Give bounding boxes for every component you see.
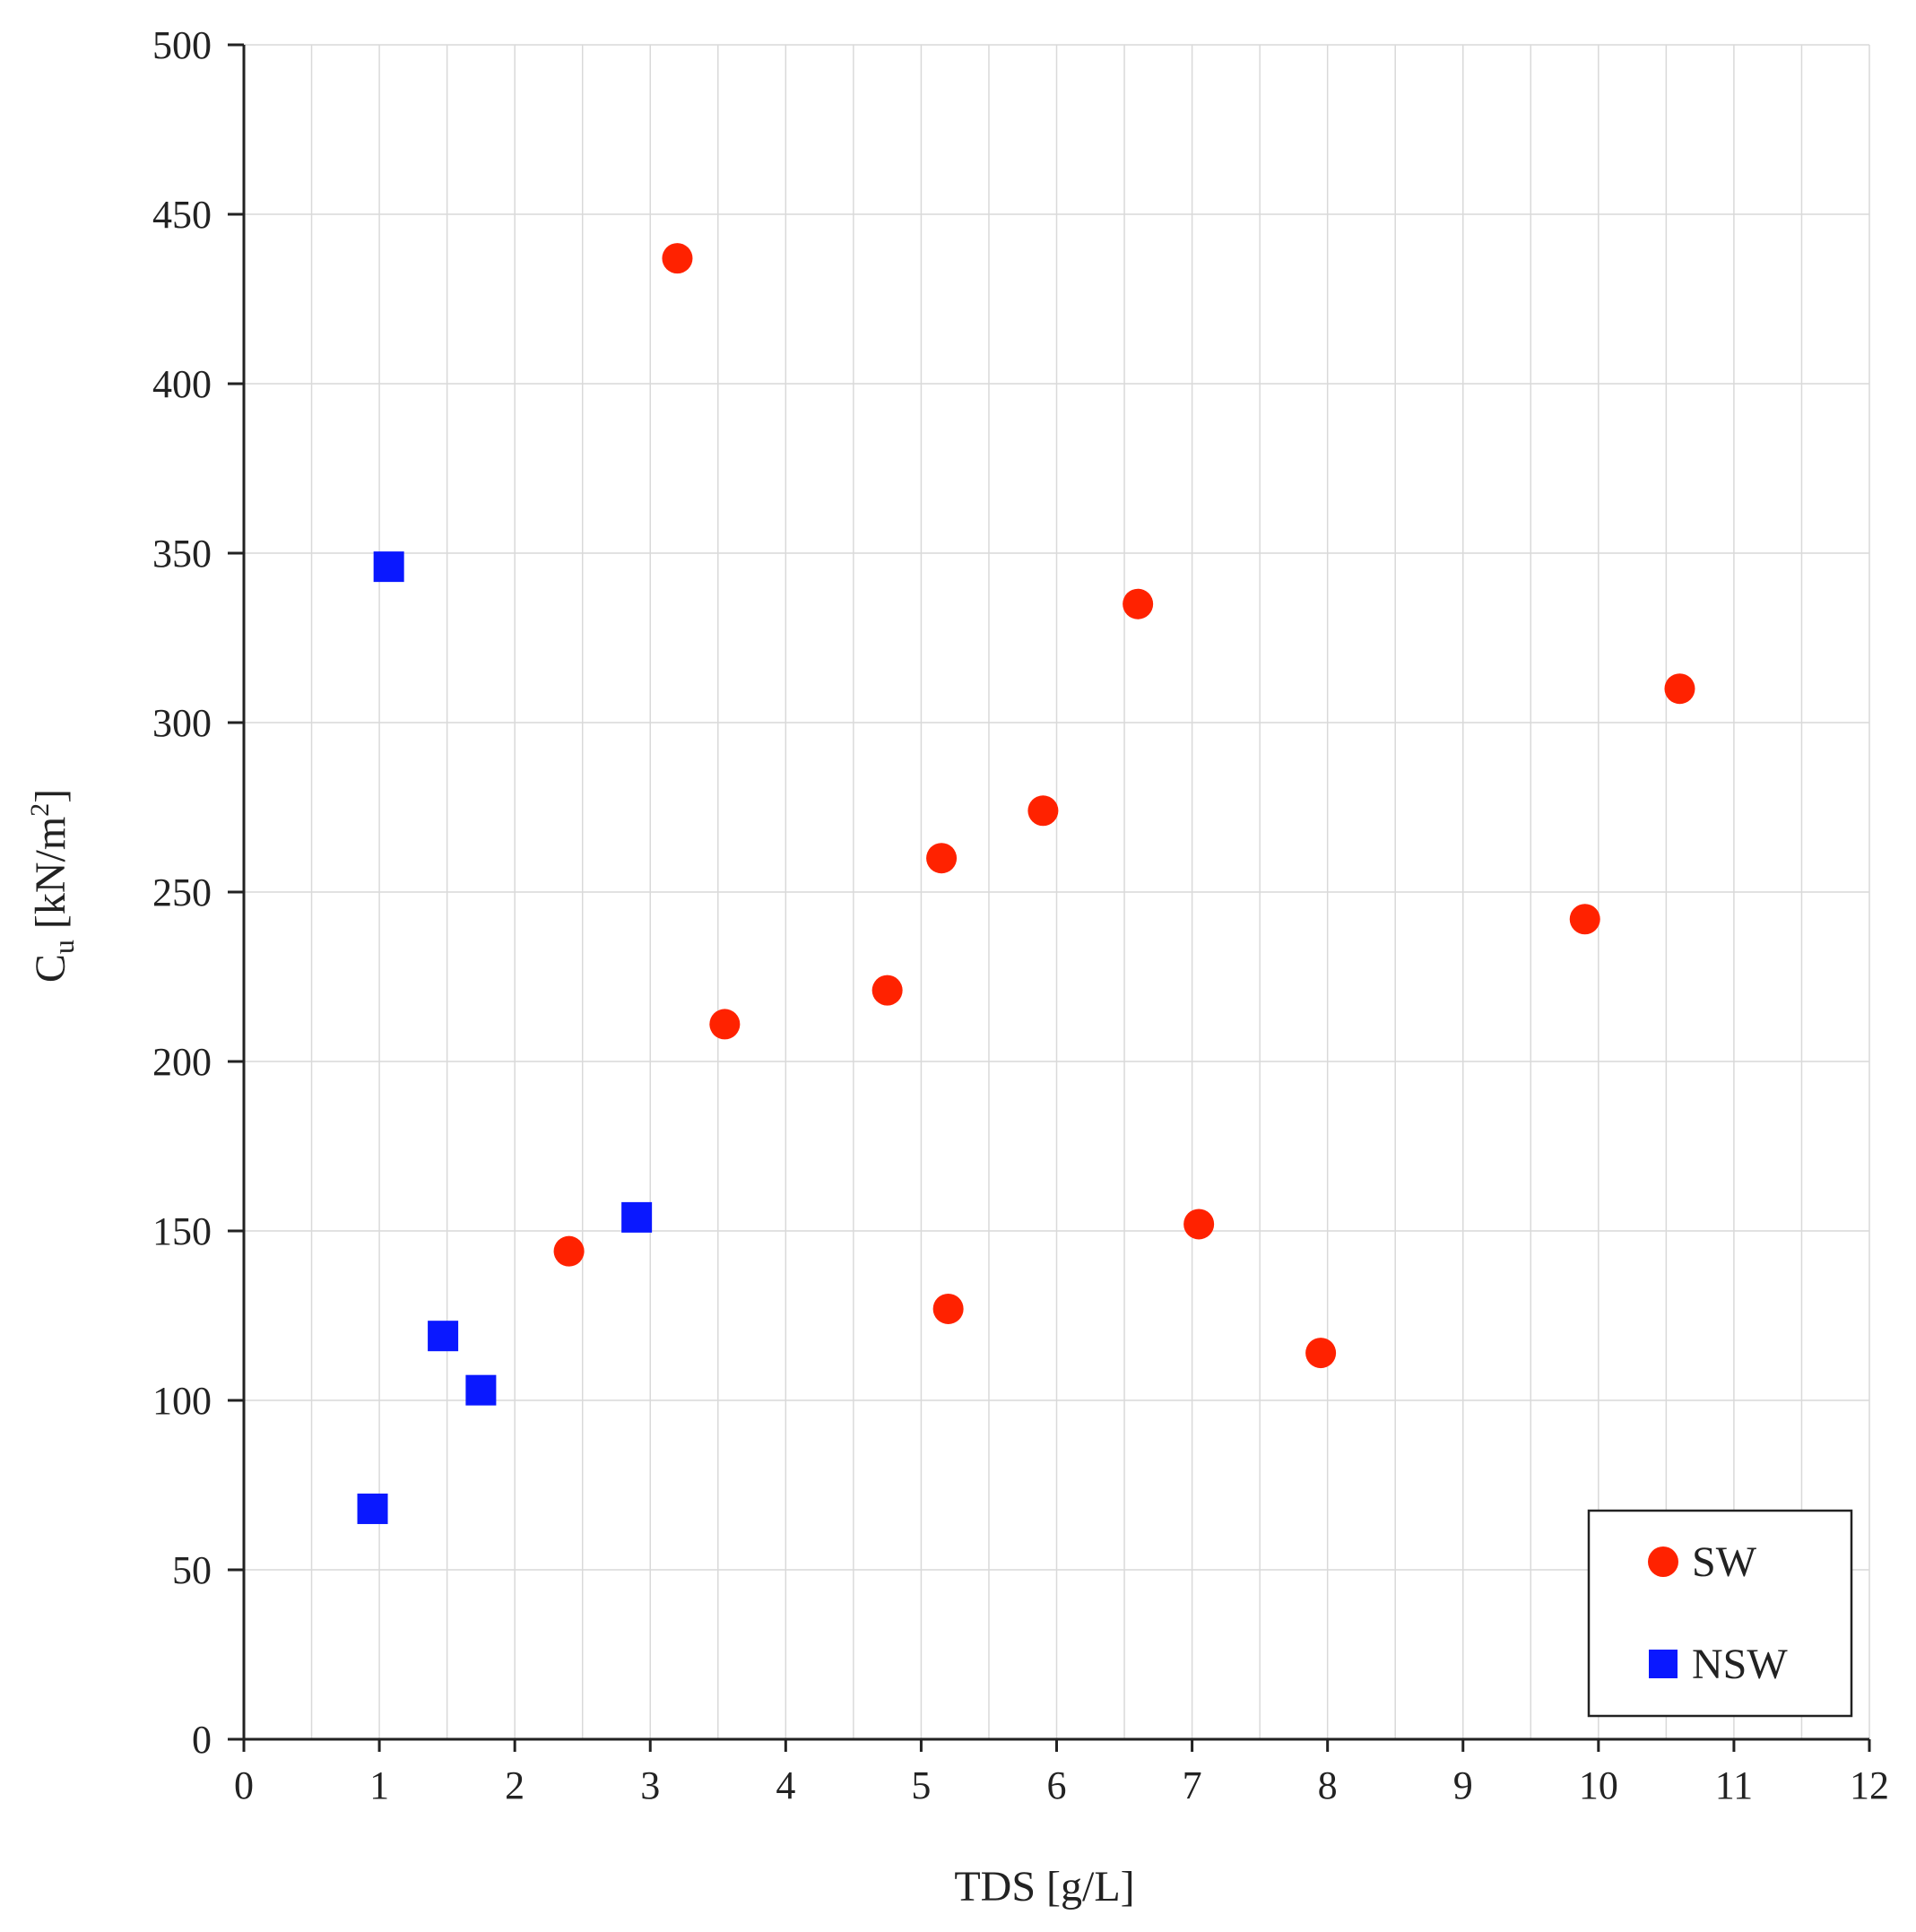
data-point-sw <box>1305 1338 1337 1369</box>
y-tick-label: 500 <box>152 23 212 67</box>
y-axis-title-unit-prefix: [kN/m <box>27 817 74 940</box>
y-axis-title: Cu [kN/m2] <box>25 789 80 983</box>
x-tick-label: 7 <box>1183 1763 1202 1807</box>
y-tick-label: 0 <box>192 1718 212 1762</box>
x-tick-label: 4 <box>776 1763 795 1807</box>
data-point-sw <box>932 1293 964 1324</box>
data-point-nsw <box>373 551 404 583</box>
x-tick-label: 8 <box>1318 1763 1338 1807</box>
legend-label-sw: SW <box>1692 1538 1757 1586</box>
legend-box <box>1587 1509 1853 1718</box>
grid-lines <box>244 44 1870 1739</box>
legend-marker-sw <box>1648 1546 1678 1577</box>
y-tick-label: 400 <box>152 362 212 406</box>
y-axis-title-subscript: u <box>48 940 80 954</box>
data-point-sw <box>709 1009 741 1040</box>
data-point-nsw <box>465 1374 497 1406</box>
y-axis-title-unit-suffix: ] <box>27 789 74 803</box>
x-tick-label: 2 <box>505 1763 525 1807</box>
data-point-nsw <box>357 1493 388 1524</box>
legend-label-nsw: NSW <box>1692 1641 1788 1688</box>
y-axis-title-superscript: 2 <box>25 803 55 817</box>
x-tick-label: 3 <box>640 1763 660 1807</box>
data-point-sw <box>1027 795 1059 827</box>
data-points <box>357 243 1695 1524</box>
tick-labels: 0 1 2 3 4 5 6 7 8 9 10 11 12050100150200250300350400… <box>152 23 1889 1807</box>
y-tick-label: 450 <box>152 193 212 237</box>
data-point-sw <box>1664 673 1695 705</box>
x-tick-label: 9 <box>1453 1763 1473 1807</box>
y-tick-label: 350 <box>152 532 212 576</box>
y-tick-label: 300 <box>152 701 212 745</box>
y-tick-label: 150 <box>152 1209 212 1253</box>
y-tick-label: 200 <box>152 1040 212 1084</box>
x-tick-label: 12 <box>1850 1763 1889 1807</box>
data-point-sw <box>1183 1209 1215 1240</box>
x-tick-label: 0 <box>234 1763 254 1807</box>
data-point-sw <box>1123 588 1154 619</box>
data-point-nsw <box>621 1201 653 1233</box>
x-tick-label: 1 <box>369 1763 389 1807</box>
data-point-sw <box>871 975 903 1006</box>
legend-marker-nsw <box>1649 1650 1678 1678</box>
data-point-nsw <box>428 1321 459 1352</box>
y-tick-label: 50 <box>172 1548 212 1592</box>
x-axis-title: TDS [g/L] <box>954 1863 1134 1910</box>
y-tick-label: 100 <box>152 1379 212 1423</box>
x-tick-label: 5 <box>911 1763 931 1807</box>
data-point-sw <box>553 1235 585 1267</box>
y-axis-title-main: C <box>27 954 74 983</box>
axes <box>228 43 1871 1752</box>
x-tick-label: 10 <box>1579 1763 1618 1807</box>
y-tick-label: 250 <box>152 871 212 914</box>
data-point-sw <box>1569 904 1600 935</box>
data-point-sw <box>926 843 958 874</box>
x-tick-label: 6 <box>1047 1763 1067 1807</box>
legend: SW NSW <box>1587 1509 1853 1718</box>
x-tick-label: 11 <box>1715 1763 1753 1807</box>
data-point-sw <box>662 243 693 274</box>
